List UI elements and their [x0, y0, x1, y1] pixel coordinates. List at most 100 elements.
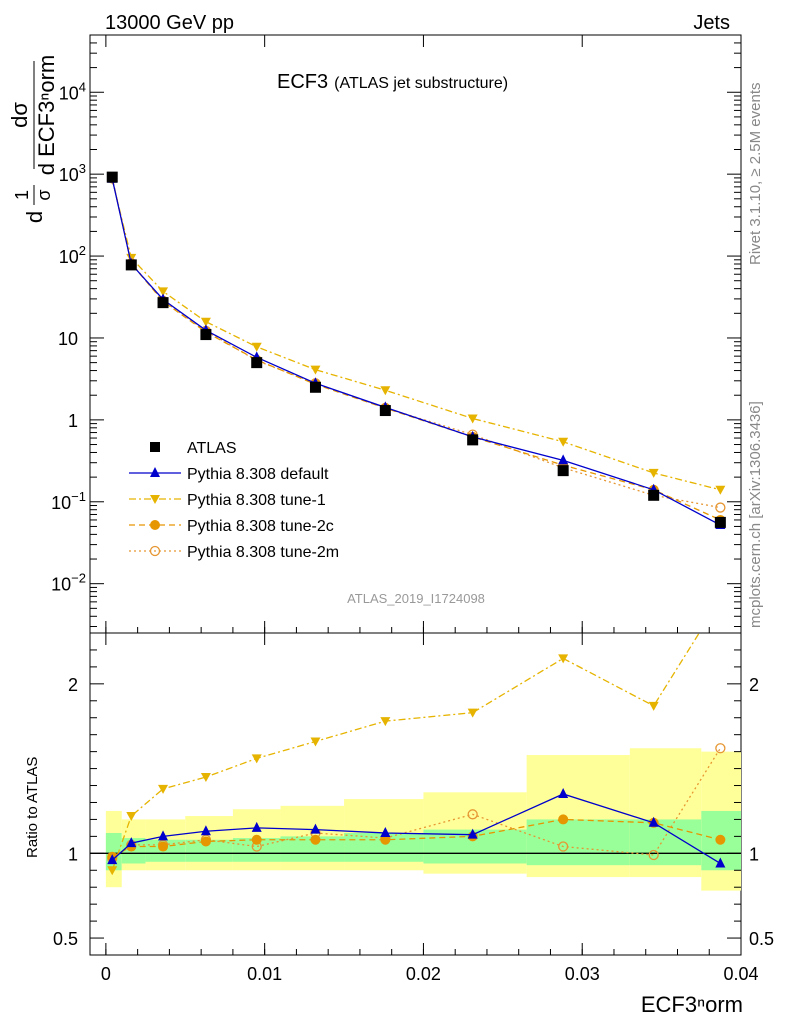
- y-tick-label: 103: [59, 161, 86, 185]
- main-series-atlas: [106, 171, 726, 528]
- legend-label-tune2c: Pythia 8.308 tune-2c: [187, 518, 334, 535]
- tune1-point: [200, 317, 211, 327]
- x-tick-label: 0.03: [565, 964, 600, 984]
- default-point: [251, 821, 262, 832]
- legend-label-tune1: Pythia 8.308 tune-1: [187, 492, 326, 509]
- tune1-point: [380, 386, 391, 396]
- atlas-point: [467, 434, 479, 446]
- default-point: [310, 823, 321, 834]
- tune1-point: [310, 737, 321, 747]
- ratio-band-inner: [526, 819, 630, 866]
- main-title: ECF3 (ATLAS jet substructure): [277, 71, 508, 93]
- tune2c-point: [558, 814, 569, 825]
- tune1-point: [158, 287, 169, 297]
- tune1-point: [310, 365, 321, 375]
- tune1-point: [558, 437, 569, 447]
- x-tick-label: 0.04: [723, 964, 758, 984]
- tune1-point: [126, 812, 137, 822]
- tune1-point: [715, 485, 726, 495]
- main-panel: 10−2 10−1 1 10 102 103 104 ECF3 (ATLAS jet subs…: [7, 34, 742, 634]
- ratio-tick-label-left: 0.5: [53, 929, 78, 949]
- default-point: [380, 826, 391, 837]
- tune1-point: [558, 654, 569, 664]
- header-process: 13000 GeV pp: [105, 12, 234, 34]
- ratio-panel: 0.5 0.5 1 1 2 2 Ratio to ATLAS: [24, 595, 774, 956]
- ratio-tick-label-left: 1: [68, 844, 78, 864]
- tune1-line: [111, 179, 721, 491]
- tune2c-point: [158, 841, 169, 852]
- default-point: [107, 854, 118, 865]
- ratio-ylabel: Ratio to ATLAS: [24, 757, 41, 858]
- tune2m-line: [111, 178, 721, 509]
- default-point: [558, 788, 569, 798]
- default-point: [126, 837, 137, 848]
- default-point: [150, 467, 160, 477]
- tune2m-point: [149, 545, 161, 557]
- x-tick-label: 0.01: [247, 964, 282, 984]
- legend-label-atlas: ATLAS: [187, 440, 237, 457]
- tune2m-point: [467, 809, 478, 820]
- atlas-point: [379, 405, 391, 417]
- legend-label-tune2m: Pythia 8.308 tune-2m: [187, 544, 339, 561]
- default-point: [648, 816, 659, 827]
- ylabel-main-bottom: d ECF3ⁿorm: [34, 55, 59, 176]
- ratio-series-default: [107, 788, 726, 868]
- tune2m-point: [715, 502, 726, 513]
- tune1-point: [158, 784, 169, 794]
- y-tick-label: 10: [58, 329, 78, 349]
- atlas-point: [150, 442, 160, 452]
- tune1-point: [251, 754, 262, 764]
- y-tick-label: 10−2: [51, 571, 86, 595]
- tune2m-point: [558, 841, 569, 852]
- tune2c-point: [310, 834, 321, 845]
- default-point: [200, 825, 211, 836]
- atlas-point: [200, 329, 212, 341]
- main-series-tune1: [107, 175, 726, 495]
- ratio-series-tune1: [107, 595, 725, 876]
- tune2c-point: [251, 834, 262, 845]
- tune1-point: [648, 701, 659, 711]
- ylabel-d: d: [22, 211, 47, 223]
- default-point: [158, 830, 169, 841]
- tune2m-point: [715, 743, 726, 754]
- default-point: [715, 857, 726, 868]
- default-point: [558, 454, 569, 465]
- tune1-point: [200, 773, 211, 783]
- atlas-point: [648, 489, 660, 501]
- atlas-point: [557, 465, 569, 477]
- y-tick-label: 102: [59, 243, 86, 267]
- tune1-point: [467, 708, 478, 718]
- ratio-tick-label-right: 2: [749, 675, 759, 695]
- tune2m-ratio-line: [111, 747, 721, 859]
- atlas-point: [125, 259, 137, 271]
- tune2c-point: [715, 834, 726, 845]
- tune2c-point: [380, 834, 391, 845]
- ylabel-frac-top: 1: [12, 190, 32, 200]
- y-tick-label: 1: [68, 411, 78, 431]
- atlas-point: [106, 171, 118, 183]
- legend-label-default: Pythia 8.308 default: [187, 466, 329, 483]
- tune2c-point: [200, 836, 211, 847]
- ratio-band-inner: [629, 819, 702, 866]
- rivet-info: Rivet 3.1.10, ≥ 2.5M events: [747, 83, 764, 266]
- atlas-point: [309, 381, 321, 393]
- tune1-point: [150, 495, 160, 504]
- x-tick-label: 0.02: [406, 964, 441, 984]
- tune1-point: [380, 717, 391, 727]
- ratio-tick-label-right: 1: [749, 844, 759, 864]
- tune2c-point: [150, 520, 160, 530]
- mcplots-info: mcplots.cern.ch [arXiv:1306.3436]: [747, 401, 764, 628]
- legend: ATLAS Pythia 8.308 default Pythia 8.308 tu…: [129, 440, 339, 561]
- tune1-point: [715, 595, 725, 604]
- ratio-tick-label-left: 2: [68, 675, 78, 695]
- ratio-tick-label-right: 0.5: [749, 929, 774, 949]
- atlas-point: [714, 516, 726, 528]
- analysis-label: ATLAS_2019_I1724098: [347, 591, 485, 606]
- ylabel-frac-bottom: σ: [34, 189, 54, 200]
- tune2c-ratio-line: [111, 818, 721, 858]
- ylabel-main-top: dσ: [7, 102, 32, 128]
- atlas-point: [157, 297, 169, 309]
- main-series-tune2m: [107, 173, 726, 513]
- x-axis-label: ECF3ⁿorm: [641, 992, 743, 1017]
